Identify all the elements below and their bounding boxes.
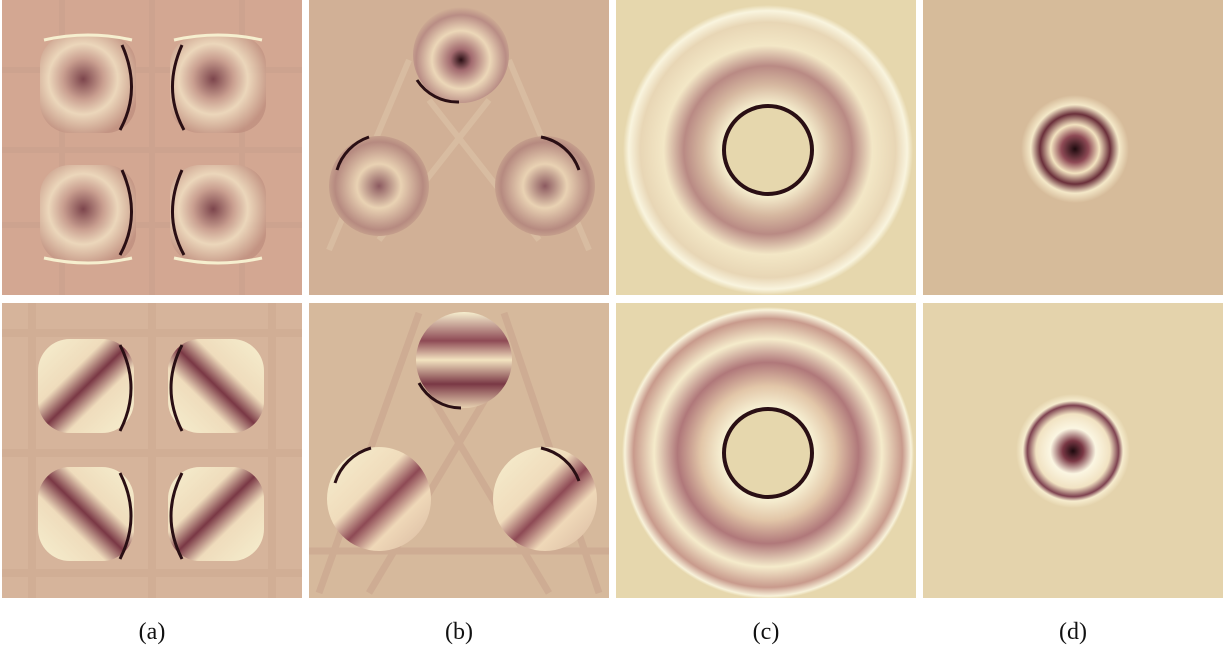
caption-d: (d) — [1059, 619, 1087, 645]
panel-b-bottom — [309, 303, 609, 598]
panel-d-bottom — [923, 303, 1223, 598]
panel-d-top — [923, 0, 1223, 295]
ground-truth-image — [923, 303, 1223, 598]
reconstruction-image — [923, 0, 1223, 295]
panel-a-top — [2, 0, 302, 295]
ground-truth-image — [309, 303, 609, 598]
panel-c-bottom — [616, 303, 916, 598]
panel-b-top — [309, 0, 609, 295]
caption-b: (b) — [445, 619, 473, 645]
reconstruction-image — [309, 0, 609, 295]
caption-a: (a) — [138, 619, 166, 645]
reconstruction-image — [616, 0, 916, 295]
panel-a-bottom — [2, 303, 302, 598]
reconstruction-image — [2, 0, 302, 295]
ground-truth-image — [616, 303, 916, 598]
caption-c: (c) — [752, 619, 780, 645]
ground-truth-image — [2, 303, 302, 598]
panel-c-top — [616, 0, 916, 295]
